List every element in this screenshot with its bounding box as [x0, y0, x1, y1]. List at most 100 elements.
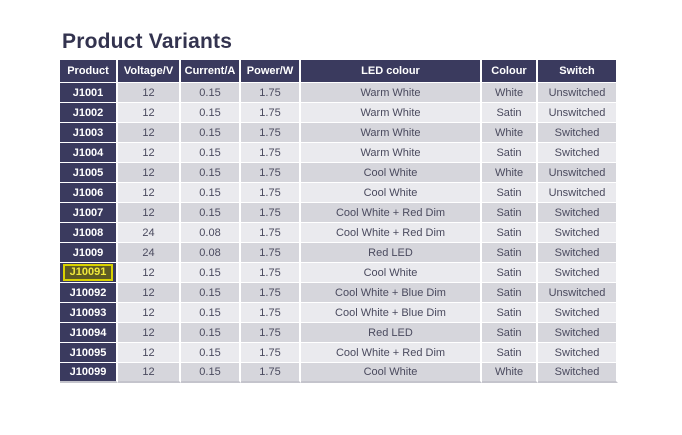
table-row-j1003: J1003 12 0.15 1.75 Warm White White Switched	[60, 123, 618, 143]
cell-power: 1.75	[241, 123, 301, 143]
cell-product: J10092	[60, 283, 118, 303]
cell-colour: Satin	[482, 143, 538, 163]
cell-product: J1003	[60, 123, 118, 143]
cell-power: 1.75	[241, 363, 301, 383]
cell-power: 1.75	[241, 183, 301, 203]
cell-led-colour: Cool White	[301, 263, 482, 283]
cell-voltage: 12	[118, 123, 181, 143]
table-row-j1002: J1002 12 0.15 1.75 Warm White Satin Unswitched	[60, 103, 618, 123]
table-row-j10092: J10092 12 0.15 1.75 Cool White + Blue Dim Sat…	[60, 283, 618, 303]
cell-led-colour: Cool White + Red Dim	[301, 223, 482, 243]
cell-switch: Unswitched	[538, 103, 618, 123]
cell-colour: Satin	[482, 343, 538, 363]
column-header-product: Product	[60, 60, 118, 83]
cell-product: J1004	[60, 143, 118, 163]
cell-colour: Satin	[482, 283, 538, 303]
cell-colour: Satin	[482, 243, 538, 263]
cell-colour: Satin	[482, 203, 538, 223]
cell-product: J1002	[60, 103, 118, 123]
cell-power: 1.75	[241, 203, 301, 223]
table-row-j1001: J1001 12 0.15 1.75 Warm White White Unswitched	[60, 83, 618, 103]
table-header: Product Voltage/V Current/A Power/W LED colo…	[60, 60, 618, 83]
cell-switch: Unswitched	[538, 183, 618, 203]
cell-switch: Switched	[538, 263, 618, 283]
cell-product: J1007	[60, 203, 118, 223]
cell-led-colour: Cool White + Blue Dim	[301, 283, 482, 303]
cell-power: 1.75	[241, 303, 301, 323]
highlighted-product-cell: J10091	[60, 263, 118, 283]
cell-power: 1.75	[241, 243, 301, 263]
cell-led-colour: Warm White	[301, 143, 482, 163]
cell-current: 0.15	[181, 123, 241, 143]
table-row-j10091: J10091 12 0.15 1.75 Cool White Satin Switched	[60, 263, 618, 283]
header-row: Product Voltage/V Current/A Power/W LED colo…	[60, 60, 618, 83]
cell-product: J1001	[60, 83, 118, 103]
table-row-j1009: J1009 24 0.08 1.75 Red LED Satin Switched	[60, 243, 618, 263]
cell-colour: Satin	[482, 323, 538, 343]
cell-power: 1.75	[241, 223, 301, 243]
cell-current: 0.08	[181, 223, 241, 243]
cell-led-colour: Cool White + Red Dim	[301, 343, 482, 363]
cell-switch: Switched	[538, 123, 618, 143]
cell-current: 0.15	[181, 263, 241, 283]
table-row-j10093: J10093 12 0.15 1.75 Cool White + Blue Dim Sat…	[60, 303, 618, 323]
cell-product: J10093	[60, 303, 118, 323]
cell-current: 0.15	[181, 303, 241, 323]
table-row-j1006: J1006 12 0.15 1.75 Cool White Satin Unswitched	[60, 183, 618, 203]
cell-switch: Unswitched	[538, 283, 618, 303]
cell-voltage: 12	[118, 263, 181, 283]
cell-led-colour: Warm White	[301, 83, 482, 103]
cell-current: 0.15	[181, 343, 241, 363]
cell-switch: Switched	[538, 343, 618, 363]
cell-current: 0.15	[181, 283, 241, 303]
column-header-current: Current/A	[181, 60, 241, 83]
cell-product: J1006	[60, 183, 118, 203]
column-header-colour: Colour	[482, 60, 538, 83]
table-row-j1008: J1008 24 0.08 1.75 Cool White + Red Dim Satin…	[60, 223, 618, 243]
cell-led-colour: Red LED	[301, 323, 482, 343]
column-header-switch: Switch	[538, 60, 618, 83]
cell-led-colour: Warm White	[301, 103, 482, 123]
cell-led-colour: Cool White	[301, 183, 482, 203]
cell-colour: White	[482, 123, 538, 143]
cell-switch: Switched	[538, 323, 618, 343]
cell-current: 0.15	[181, 103, 241, 123]
cell-voltage: 12	[118, 183, 181, 203]
cell-current: 0.15	[181, 143, 241, 163]
table-body: J1001 12 0.15 1.75 Warm White White Unswitched…	[60, 83, 618, 383]
cell-switch: Switched	[538, 243, 618, 263]
cell-voltage: 12	[118, 343, 181, 363]
table-row-j10095: J10095 12 0.15 1.75 Cool White + Red Dim Sati…	[60, 343, 618, 363]
cell-led-colour: Cool White + Blue Dim	[301, 303, 482, 323]
cell-power: 1.75	[241, 163, 301, 183]
cell-voltage: 12	[118, 163, 181, 183]
cell-voltage: 12	[118, 143, 181, 163]
cell-current: 0.08	[181, 243, 241, 263]
cell-switch: Unswitched	[538, 83, 618, 103]
cell-power: 1.75	[241, 263, 301, 283]
cell-voltage: 12	[118, 363, 181, 383]
cell-led-colour: Red LED	[301, 243, 482, 263]
column-header-voltage: Voltage/V	[118, 60, 181, 83]
cell-switch: Switched	[538, 303, 618, 323]
cell-switch: Switched	[538, 143, 618, 163]
cell-led-colour: Cool White	[301, 363, 482, 383]
cell-colour: Satin	[482, 223, 538, 243]
cell-voltage: 12	[118, 283, 181, 303]
product-variants-table: Product Voltage/V Current/A Power/W LED colo…	[60, 60, 618, 383]
cell-led-colour: Warm White	[301, 123, 482, 143]
table-row-j10094: J10094 12 0.15 1.75 Red LED Satin Switched	[60, 323, 618, 343]
cell-voltage: 12	[118, 323, 181, 343]
cell-voltage: 12	[118, 83, 181, 103]
cell-power: 1.75	[241, 83, 301, 103]
page-title: Product Variants	[62, 30, 233, 53]
cell-current: 0.15	[181, 363, 241, 383]
cell-colour: Satin	[482, 183, 538, 203]
cell-product: J10094	[60, 323, 118, 343]
table-row-j1007: J1007 12 0.15 1.75 Cool White + Red Dim Satin…	[60, 203, 618, 223]
column-header-led-colour: LED colour	[301, 60, 482, 83]
cell-current: 0.15	[181, 203, 241, 223]
cell-current: 0.15	[181, 83, 241, 103]
column-header-power: Power/W	[241, 60, 301, 83]
cell-colour: White	[482, 363, 538, 383]
